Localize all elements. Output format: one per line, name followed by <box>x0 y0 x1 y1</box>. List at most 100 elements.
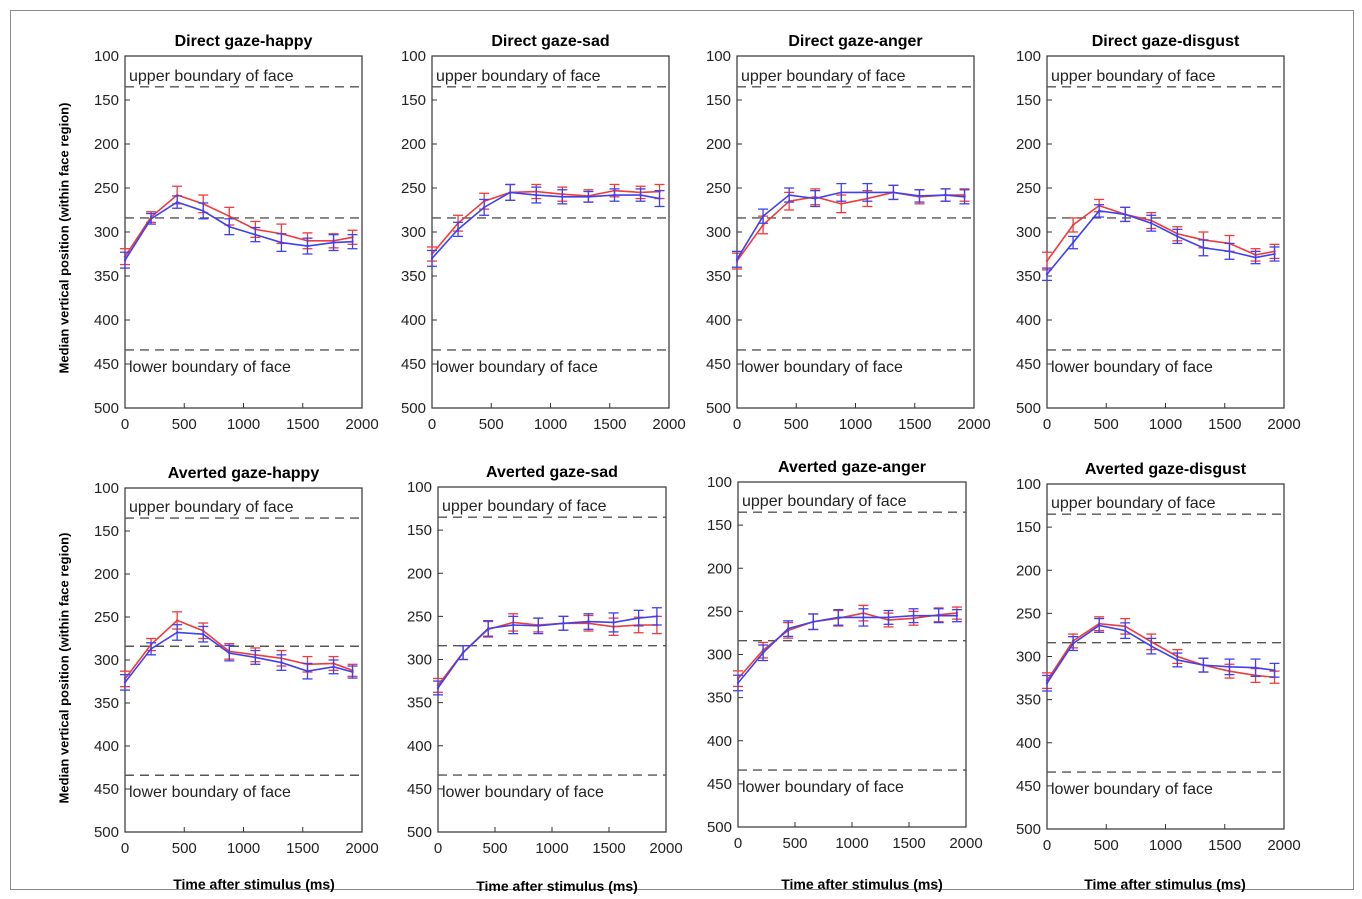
data-point <box>761 651 765 654</box>
y-tick-label: 300 <box>706 224 731 241</box>
y-tick-label: 350 <box>707 690 732 707</box>
series-line <box>1046 622 1275 682</box>
data-point <box>866 191 869 194</box>
series-line <box>124 201 353 261</box>
series-blue <box>733 608 962 692</box>
y-tick-label: 200 <box>94 136 119 153</box>
y-tick-label: 350 <box>94 695 119 712</box>
x-tick-label: 1000 <box>227 840 260 857</box>
data-point <box>254 233 257 236</box>
x-tick-label: 0 <box>1043 837 1051 854</box>
data-point <box>862 616 865 619</box>
x-tick-label: 1000 <box>1149 416 1182 433</box>
data-point <box>1045 273 1049 276</box>
y-tick-label: 450 <box>707 776 732 793</box>
data-point <box>351 670 354 674</box>
chart-panel-4: Direct gaze-disgust 100 150 200 250 300 350 400… <box>1016 33 1301 433</box>
series-line <box>736 191 965 260</box>
x-tick-label: 2000 <box>345 416 378 433</box>
data-point <box>963 195 966 198</box>
series-red <box>732 184 970 270</box>
y-tick-label: 150 <box>94 523 119 540</box>
plot-area <box>737 481 967 828</box>
data-point <box>332 241 335 244</box>
x-tick-label: 500 <box>479 416 504 433</box>
y-tick-label: 250 <box>1016 605 1041 622</box>
data-point <box>436 686 440 690</box>
y-tick-label: 400 <box>94 312 119 329</box>
data-point <box>430 257 434 260</box>
x-tick-label: 2000 <box>949 835 982 852</box>
chart-panel-5: Averted gaze-happy 100 150 200 250 300 350 400 4… <box>94 465 379 857</box>
lower-boundary-label: lower boundary of face <box>741 359 903 376</box>
y-tick-label: 200 <box>401 136 426 153</box>
data-point <box>306 244 309 248</box>
data-point <box>1071 223 1075 227</box>
x-tick-label: 500 <box>1094 837 1119 854</box>
chart-title: Direct gaze-anger <box>788 33 922 50</box>
chart-title: Averted gaze-sad <box>486 464 618 481</box>
x-tick-label: 2000 <box>1267 837 1300 854</box>
chart-title: Direct gaze-disgust <box>1092 33 1240 50</box>
series-red <box>1042 198 1280 271</box>
data-point <box>658 197 661 200</box>
y-tick-label: 400 <box>707 733 732 750</box>
lower-boundary-label: lower boundary of face <box>1051 781 1213 798</box>
x-tick-label: 1500 <box>892 835 925 852</box>
y-tick-label: 150 <box>401 92 426 109</box>
data-point <box>840 202 843 206</box>
data-point <box>1045 682 1049 685</box>
y-tick-label: 100 <box>1016 48 1041 65</box>
x-tick-label: 0 <box>434 840 442 857</box>
x-axis-label-col4: Time after stimulus (ms) <box>1084 876 1246 892</box>
y-tick-label: 300 <box>94 652 119 669</box>
y-tick-label: 150 <box>707 517 732 534</box>
series-line <box>1046 204 1275 262</box>
y-tick-label: 150 <box>94 92 119 109</box>
data-point <box>1228 250 1231 253</box>
chart-panel-1: Direct gaze-happy 100 150 200 250 300 350 400 45… <box>94 33 379 433</box>
y-tick-label: 500 <box>94 824 119 841</box>
data-point <box>587 195 590 198</box>
data-point <box>332 665 335 669</box>
plot-area <box>437 486 667 833</box>
x-tick-label: 500 <box>172 416 197 433</box>
data-point <box>456 228 460 231</box>
chart-title: Direct gaze-happy <box>175 33 313 50</box>
y-tick-label: 200 <box>707 560 732 577</box>
data-point <box>840 191 843 194</box>
x-tick-label: 2000 <box>345 840 378 857</box>
y-tick-label: 100 <box>401 48 426 65</box>
x-tick-label: 0 <box>733 416 741 433</box>
y-tick-label: 300 <box>401 224 426 241</box>
y-tick-label: 250 <box>407 608 432 625</box>
data-point <box>280 241 283 244</box>
data-point <box>280 661 283 664</box>
chart-panel-6: Averted gaze-sad 100 150 200 250 300 350 400 450… <box>407 464 683 857</box>
x-tick-label: 0 <box>428 416 436 433</box>
series-line <box>124 194 353 258</box>
x-tick-label: 500 <box>782 835 807 852</box>
chart-panel-2: Direct gaze-sad 100 150 200 250 300 350 400 450 5… <box>401 33 686 433</box>
data-point <box>637 616 640 620</box>
y-tick-label: 450 <box>407 781 432 798</box>
x-tick-label: 1000 <box>839 416 872 433</box>
y-tick-label: 150 <box>1016 519 1041 536</box>
y-tick-label: 300 <box>1016 649 1041 666</box>
y-tick-label: 350 <box>94 268 119 285</box>
data-point <box>787 193 791 197</box>
x-tick-label: 0 <box>121 416 129 433</box>
plot-area <box>1046 483 1285 830</box>
data-point <box>306 669 309 673</box>
lower-boundary-label: lower boundary of face <box>436 359 598 376</box>
y-tick-label: 250 <box>1016 180 1041 197</box>
data-point <box>228 214 231 218</box>
lower-boundary-label: lower boundary of face <box>742 779 904 796</box>
data-point <box>761 223 765 227</box>
lower-boundary-label: lower boundary of face <box>1051 359 1213 376</box>
y-tick-label: 450 <box>94 781 119 798</box>
y-tick-label: 500 <box>401 400 426 417</box>
data-point <box>735 258 739 261</box>
data-point <box>149 217 153 220</box>
data-point <box>1254 256 1257 259</box>
